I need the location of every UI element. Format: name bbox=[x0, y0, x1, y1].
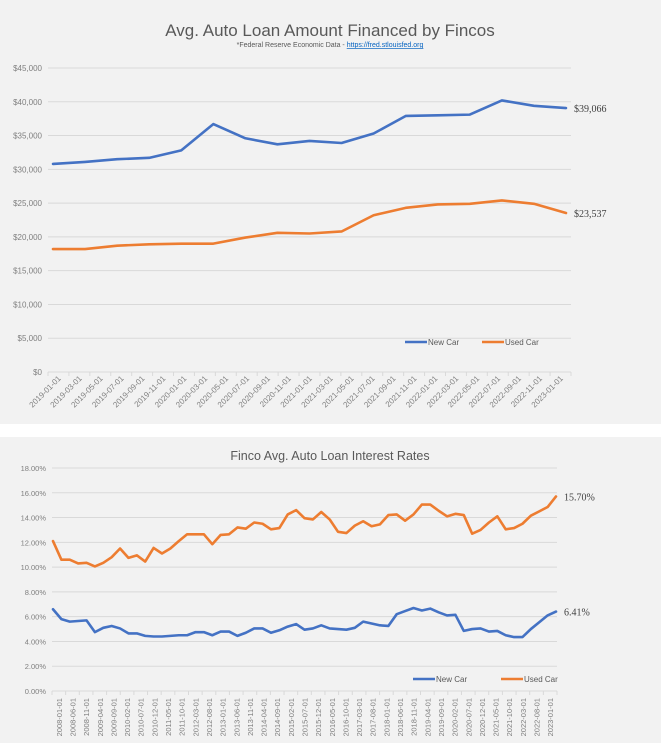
x-tick-label: 2012-08-01 bbox=[205, 698, 214, 736]
x-tick-label: 2012-03-01 bbox=[191, 698, 200, 736]
y-tick-label: $35,000 bbox=[13, 132, 42, 141]
y-tick-label: 8.00% bbox=[25, 588, 47, 597]
y-tick-label: $10,000 bbox=[13, 300, 42, 309]
x-tick-label: 2009-04-01 bbox=[96, 698, 105, 736]
y-tick-label: $45,000 bbox=[13, 64, 42, 73]
amount-financed-chart-panel: Avg. Auto Loan Amount Financed by Fincos… bbox=[0, 0, 661, 424]
y-tick-label: 12.00% bbox=[21, 538, 47, 547]
x-tick-label: 2017-08-01 bbox=[369, 698, 378, 736]
y-tick-label: $25,000 bbox=[13, 199, 42, 208]
x-tick-label: 2010-02-01 bbox=[123, 698, 132, 736]
y-tick-label: $0 bbox=[33, 368, 42, 377]
legend-label: Used Car bbox=[524, 675, 558, 684]
end-label-used-car: $23,537 bbox=[574, 209, 607, 220]
y-tick-label: $15,000 bbox=[13, 267, 42, 276]
x-tick-label: 2019-09-01 bbox=[437, 698, 446, 736]
y-tick-label: $30,000 bbox=[13, 165, 42, 174]
series-line-new-car bbox=[51, 99, 568, 166]
x-tick-label: 2018-11-01 bbox=[410, 698, 419, 736]
interest-rates-chart: Finco Avg. Auto Loan Interest Rates 0.00… bbox=[21, 449, 595, 736]
chart-subtitle: *Federal Reserve Economic Data - https:/… bbox=[237, 42, 424, 49]
x-tick-label: 2013-01-01 bbox=[219, 698, 228, 736]
legend-item-new-car[interactable]: New Car bbox=[405, 338, 459, 347]
series-line-used-car bbox=[51, 495, 558, 568]
x-tick-label: 2018-01-01 bbox=[382, 698, 391, 736]
legend-label: Used Car bbox=[505, 338, 539, 347]
y-tick-label: $40,000 bbox=[13, 98, 42, 107]
chart-title: Avg. Auto Loan Amount Financed by Fincos bbox=[165, 21, 495, 40]
amount-financed-chart: Avg. Auto Loan Amount Financed by Fincos… bbox=[13, 21, 607, 409]
end-label-new-car: 6.41% bbox=[564, 608, 590, 619]
legend-item-new-car[interactable]: New Car bbox=[413, 675, 467, 684]
y-tick-label: 18.00% bbox=[21, 464, 47, 473]
chart-title: Finco Avg. Auto Loan Interest Rates bbox=[230, 449, 429, 463]
y-tick-label: 6.00% bbox=[25, 613, 47, 622]
x-tick-label: 2018-06-01 bbox=[396, 698, 405, 736]
x-tick-label: 2022-08-01 bbox=[533, 698, 542, 736]
end-label-new-car: $39,066 bbox=[574, 104, 607, 115]
x-tick-label: 2014-04-01 bbox=[260, 698, 269, 736]
y-tick-label: 14.00% bbox=[21, 514, 47, 523]
x-tick-label: 2017-03-01 bbox=[355, 698, 364, 736]
x-tick-label: 2008-06-01 bbox=[68, 698, 77, 736]
legend-item-used-car[interactable]: Used Car bbox=[501, 675, 558, 684]
x-tick-label: 2014-09-01 bbox=[273, 698, 282, 736]
x-tick-label: 2020-12-01 bbox=[478, 698, 487, 736]
x-tick-label: 2023-01-01 bbox=[546, 698, 555, 736]
x-tick-label: 2008-01-01 bbox=[55, 698, 64, 736]
source-link[interactable]: https://fred.stlouisfed.org bbox=[347, 42, 424, 49]
subtitle-text: *Federal Reserve Economic Data - bbox=[237, 42, 347, 49]
series-line-new-car bbox=[51, 606, 558, 639]
x-tick-label: 2010-12-01 bbox=[150, 698, 159, 736]
legend-item-used-car[interactable]: Used Car bbox=[482, 338, 539, 347]
x-tick-label: 2020-07-01 bbox=[464, 698, 473, 736]
x-tick-label: 2013-06-01 bbox=[232, 698, 241, 736]
x-tick-label: 2015-02-01 bbox=[287, 698, 296, 736]
x-tick-label: 2022-03-01 bbox=[519, 698, 528, 736]
y-tick-label: $20,000 bbox=[13, 233, 42, 242]
end-label-used-car: 15.70% bbox=[564, 492, 595, 503]
series-line-used-car bbox=[51, 199, 568, 251]
y-tick-label: 10.00% bbox=[21, 563, 47, 572]
x-tick-label: 2010-07-01 bbox=[137, 698, 146, 736]
y-tick-label: 2.00% bbox=[25, 662, 47, 671]
x-tick-label: 2009-09-01 bbox=[109, 698, 118, 736]
x-tick-label: 2011-05-01 bbox=[164, 698, 173, 736]
x-tick-label: 2008-11-01 bbox=[82, 698, 91, 736]
x-tick-label: 2019-04-01 bbox=[423, 698, 432, 736]
y-tick-label: $5,000 bbox=[18, 334, 43, 343]
y-tick-label: 4.00% bbox=[25, 637, 47, 646]
x-tick-label: 2016-10-01 bbox=[341, 698, 350, 736]
x-tick-label: 2015-07-01 bbox=[301, 698, 310, 736]
y-tick-label: 16.00% bbox=[21, 489, 47, 498]
x-tick-label: 2021-05-01 bbox=[492, 698, 501, 736]
x-tick-label: 2013-11-01 bbox=[246, 698, 255, 736]
legend-label: New Car bbox=[428, 338, 459, 347]
x-tick-label: 2011-10-01 bbox=[178, 698, 187, 736]
x-tick-label: 2016-05-01 bbox=[328, 698, 337, 736]
x-tick-label: 2021-10-01 bbox=[505, 698, 514, 736]
x-tick-label: 2015-12-01 bbox=[314, 698, 323, 736]
interest-rates-chart-panel: Finco Avg. Auto Loan Interest Rates 0.00… bbox=[0, 437, 661, 743]
y-tick-label: 0.00% bbox=[25, 687, 47, 696]
x-tick-label: 2020-02-01 bbox=[451, 698, 460, 736]
legend-label: New Car bbox=[436, 675, 467, 684]
